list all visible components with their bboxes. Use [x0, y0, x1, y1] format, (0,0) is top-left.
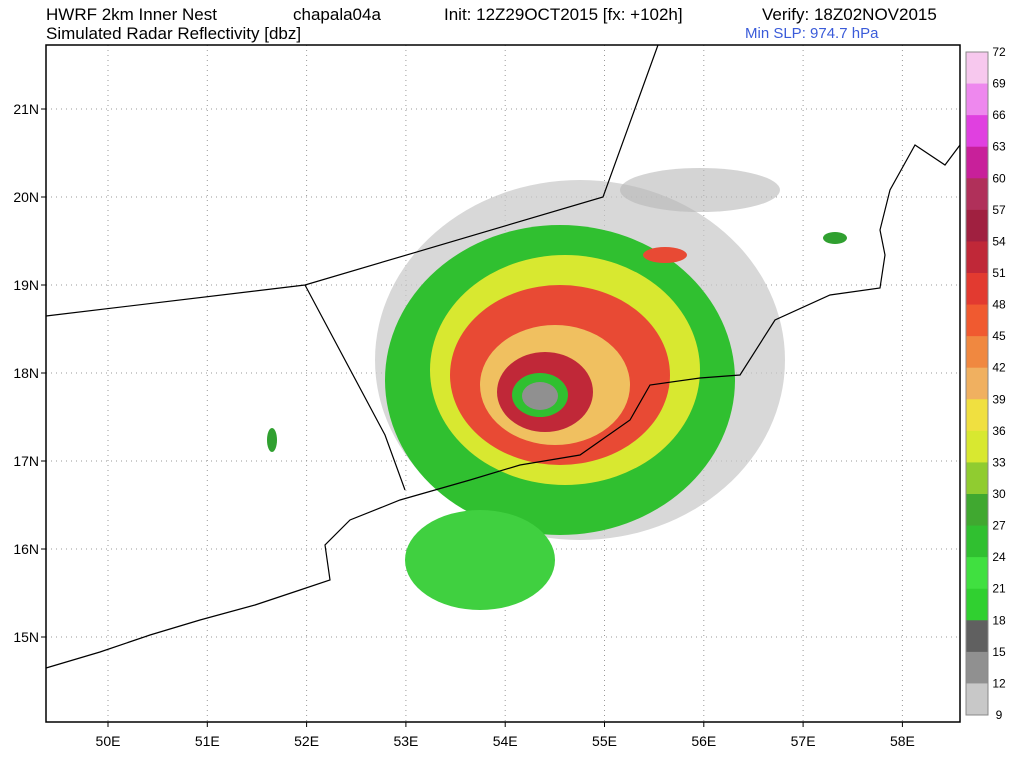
colorbar-swatch: [966, 241, 988, 274]
colorbar-swatch: [966, 462, 988, 495]
echo-band: [620, 168, 780, 212]
init-time: Init: 12Z29OCT2015 [fx: +102h]: [444, 5, 683, 24]
colorbar-swatch: [966, 304, 988, 337]
colorbar-swatch: [966, 588, 988, 621]
lat-label: 16N: [13, 541, 39, 557]
colorbar-label: 18: [992, 613, 1006, 627]
map-area: [45, 44, 961, 723]
colorbar-swatch: [966, 178, 988, 211]
colorbar-swatch: [966, 367, 988, 400]
colorbar-label: 39: [992, 392, 1006, 406]
field-name: Simulated Radar Reflectivity [dbz]: [46, 24, 301, 43]
colorbar-swatch: [966, 494, 988, 527]
colorbar-label: 24: [992, 550, 1006, 564]
colorbar-label: 54: [992, 234, 1006, 248]
colorbar-label: 63: [992, 140, 1006, 154]
border-line: [45, 44, 659, 317]
lon-label: 58E: [890, 733, 915, 749]
colorbar-swatch: [966, 209, 988, 242]
colorbar-swatch: [966, 336, 988, 369]
colorbar-swatch: [966, 399, 988, 432]
coastline: [45, 144, 961, 669]
lat-label: 20N: [13, 189, 39, 205]
model-name: HWRF 2km Inner Nest: [46, 5, 217, 24]
lon-label: 52E: [294, 733, 319, 749]
lat-label: 21N: [13, 101, 39, 117]
echo-cell: [267, 428, 277, 452]
colorbar-swatch: [966, 115, 988, 148]
colorbar-label: 42: [992, 361, 1006, 375]
colorbar-label: 27: [992, 519, 1006, 533]
echo-rainband: [405, 510, 555, 610]
colorbar-label: 21: [992, 582, 1006, 596]
lat-label: 17N: [13, 453, 39, 469]
border-line: [304, 284, 406, 491]
colorbar-label: 36: [992, 424, 1006, 438]
colorbar-swatch: [966, 683, 988, 716]
colorbar-label: 30: [992, 487, 1006, 501]
lon-label: 55E: [592, 733, 617, 749]
colorbar-swatch: [966, 83, 988, 116]
run-name: chapala04a: [293, 5, 381, 24]
min-slp: Min SLP: 974.7 hPa: [745, 25, 879, 42]
echo-cell: [823, 232, 847, 244]
colorbar-swatch: [966, 52, 988, 85]
lat-label: 19N: [13, 277, 39, 293]
lon-label: 53E: [393, 733, 418, 749]
colorbar-label: 9: [996, 708, 1003, 722]
colorbar: 72 69 66 63 60 57 54 51 48 45 42 39 36 33 30 27 24 21 18 15…: [965, 45, 1006, 722]
colorbar-label: 51: [992, 266, 1006, 280]
colorbar-label: 48: [992, 298, 1006, 312]
colorbar-swatch: [966, 146, 988, 179]
colorbar-label: 69: [992, 77, 1006, 91]
colorbar-frame: [965, 51, 989, 716]
colorbar-swatch: [966, 557, 988, 590]
colorbar-label: 57: [992, 203, 1006, 217]
boundaries: [45, 44, 961, 669]
lon-label: 57E: [791, 733, 816, 749]
lat-label: 18N: [13, 365, 39, 381]
map-frame: [45, 44, 961, 723]
reflectivity-field: [267, 168, 847, 610]
colorbar-swatch: [966, 651, 988, 684]
colorbar-label: 33: [992, 455, 1006, 469]
lon-label: 56E: [691, 733, 716, 749]
colorbar-label: 45: [992, 329, 1006, 343]
colorbar-label: 60: [992, 171, 1006, 185]
verify-time: Verify: 18Z02NOV2015: [762, 5, 937, 24]
colorbar-label: 66: [992, 108, 1006, 122]
colorbar-label: 15: [992, 645, 1006, 659]
echo-cell: [643, 247, 687, 263]
lon-label: 54E: [493, 733, 518, 749]
colorbar-swatch: [966, 620, 988, 653]
colorbar-swatch: [966, 525, 988, 558]
colorbar-swatch: [966, 430, 988, 463]
eye: [522, 382, 558, 410]
colorbar-label: 72: [992, 45, 1006, 59]
lon-label: 51E: [195, 733, 220, 749]
lat-label: 15N: [13, 629, 39, 645]
colorbar-label: 12: [992, 676, 1006, 690]
lon-label: 50E: [96, 733, 121, 749]
colorbar-swatch: [966, 273, 988, 306]
